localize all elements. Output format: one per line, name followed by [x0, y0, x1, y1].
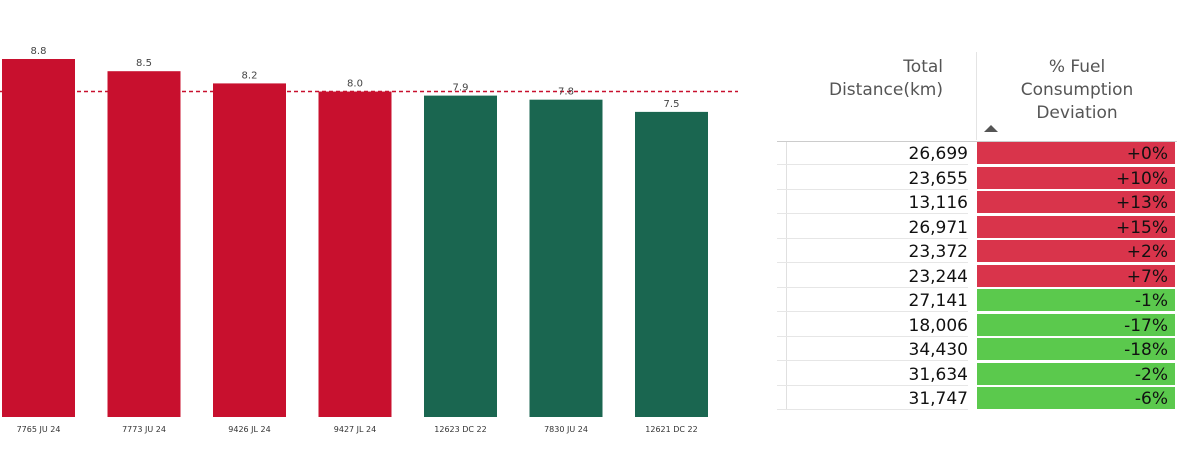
table-row[interactable]: 31,747 -6%	[777, 387, 1177, 410]
table-row[interactable]: 13,116 +13%	[777, 191, 1177, 214]
bar[interactable]	[318, 91, 392, 417]
bar[interactable]	[635, 111, 708, 418]
x-tick-label: 7765 JU 24	[17, 425, 61, 434]
distance-cell: 26,971	[777, 216, 968, 239]
deviation-cell: -17%	[977, 313, 1175, 337]
distance-cell: 31,634	[777, 363, 968, 386]
bar-value-label: 8.8	[31, 46, 47, 57]
bar[interactable]	[2, 59, 75, 417]
deviation-cell: +15%	[977, 215, 1175, 239]
deviation-cell: -1%	[977, 289, 1175, 312]
table-row[interactable]: 26,971 +15%	[777, 215, 1177, 239]
bar[interactable]	[529, 99, 603, 417]
table-row[interactable]: 23,244 +7%	[777, 264, 1177, 288]
x-tick-label: 9426 JL 24	[228, 425, 270, 434]
header-total-distance[interactable]: Total Distance(km)	[777, 52, 943, 144]
distance-cell: 23,372	[777, 240, 968, 263]
table-row[interactable]: 18,006 -17%	[777, 313, 1177, 337]
fuel-deviation-table: Total Distance(km) % Fuel Consumption De…	[777, 52, 1177, 412]
x-tick-label: 7830 JU 24	[544, 425, 588, 434]
distance-cell: 23,655	[777, 167, 968, 190]
bar-chart: 8.8 7765 JU 24 8.5 7773 JU 24 8.2 9426 JL 24 8…	[0, 46, 738, 434]
bar[interactable]	[107, 71, 181, 418]
header-fuel-deviation[interactable]: % Fuel Consumption Deviation	[977, 52, 1177, 144]
distance-cell: 27,141	[777, 289, 968, 312]
distance-cell: 34,430	[777, 338, 968, 361]
header-line: Deviation	[1036, 103, 1118, 123]
bar[interactable]	[213, 83, 286, 417]
x-tick-label: 7773 JU 24	[122, 425, 166, 434]
deviation-cell: +2%	[977, 240, 1175, 263]
deviation-cell: +13%	[977, 191, 1175, 214]
bar-value-label: 8.2	[242, 70, 258, 81]
table-row[interactable]: 23,655 +10%	[777, 166, 1177, 190]
distance-cell: 18,006	[777, 314, 968, 337]
bar-value-label: 8.5	[136, 58, 152, 69]
distance-cell: 31,747	[777, 387, 968, 410]
table-row[interactable]: 34,430 -18%	[777, 338, 1177, 361]
table-row[interactable]: 26,699 +0%	[777, 142, 1177, 165]
table-row[interactable]: 31,634 -2%	[777, 362, 1177, 386]
x-tick-label: 12621 DC 22	[645, 425, 697, 434]
header-divider	[777, 141, 1177, 142]
deviation-cell: +7%	[977, 264, 1175, 288]
distance-cell: 26,699	[777, 142, 968, 165]
table-left-rule	[786, 142, 787, 410]
table-row[interactable]: 23,372 +2%	[777, 240, 1177, 263]
x-tick-label: 12623 DC 22	[434, 425, 486, 434]
bar-value-label: 8.0	[347, 79, 363, 90]
distance-cell: 23,244	[777, 265, 968, 288]
table-row[interactable]: 27,141 -1%	[777, 289, 1177, 312]
header-line: Distance(km)	[828, 80, 943, 100]
sort-ascending-icon[interactable]	[984, 125, 998, 132]
bar-value-label: 7.8	[558, 87, 574, 98]
distance-cell: 13,116	[777, 191, 968, 214]
x-tick-label: 9427 JL 24	[334, 425, 376, 434]
header-line: % Fuel	[1048, 57, 1106, 77]
deviation-cell: -2%	[977, 362, 1175, 386]
header-line: Consumption	[1020, 80, 1134, 100]
deviation-cell: -6%	[977, 387, 1175, 410]
bar-value-label: 7.5	[664, 99, 680, 110]
deviation-cell: -18%	[977, 338, 1175, 361]
bar[interactable]	[424, 95, 497, 417]
header-line: Total	[903, 57, 943, 77]
labels-group: 8.8 7765 JU 24 8.5 7773 JU 24 8.2 9426 JL 24 8…	[17, 46, 698, 434]
deviation-cell: +10%	[977, 166, 1175, 190]
bar-value-label: 7.9	[453, 83, 469, 94]
column-divider	[976, 52, 977, 140]
bars-group	[2, 59, 708, 418]
deviation-cell: +0%	[977, 142, 1175, 165]
